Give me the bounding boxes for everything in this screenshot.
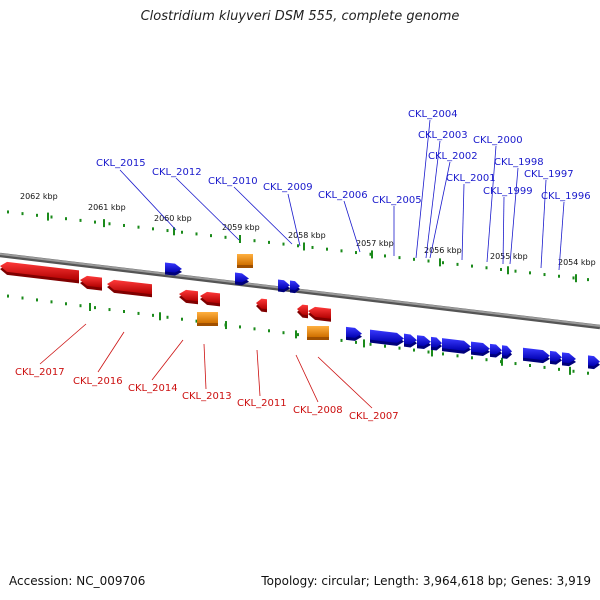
reverse-gene-label: CKL_2008: [293, 405, 343, 416]
leader-line: [415, 119, 431, 259]
leader-line: [343, 200, 361, 253]
leader-line: [317, 356, 373, 409]
leader-line: [540, 179, 547, 269]
forward-gene-arrow: [442, 338, 471, 351]
reverse-gene-label: CKL_2013: [182, 391, 232, 402]
leader-line: [461, 183, 465, 261]
reverse-gene-arrow: [256, 298, 267, 310]
forward-gene-arrow: [165, 262, 182, 273]
forward-gene-label: CKL_2006: [318, 190, 368, 201]
leader-line: [203, 343, 207, 390]
backbone-line: [0, 253, 600, 327]
scale-label: 2060 kbp: [154, 214, 192, 223]
accession-text: Accession: NC_009706: [9, 574, 146, 588]
reverse-gene-label: CKL_2016: [73, 376, 123, 387]
leader-line: [97, 331, 125, 373]
scale-label: 2057 kbp: [356, 239, 394, 248]
scale-label: 2062 kbp: [20, 192, 58, 201]
forward-gene-arrow: [523, 347, 550, 361]
forward-gene-arrow: [235, 272, 249, 283]
reverse-gene-arrow: [107, 279, 152, 295]
leader-line: [295, 354, 319, 403]
leader-line: [486, 145, 497, 263]
forward-gene-arrow: [550, 350, 562, 362]
reverse-gene-arrow: [80, 275, 102, 288]
reverse-gene-arrow: [308, 306, 331, 319]
forward-gene-label: CKL_1998: [494, 157, 544, 168]
rna-feature: [307, 326, 329, 337]
forward-gene-arrow: [346, 326, 362, 338]
forward-gene-arrow: [290, 280, 300, 291]
rna-feature: [237, 254, 253, 265]
forward-gene-arrow: [490, 343, 502, 355]
reverse-gene-arrow: [0, 261, 79, 281]
forward-gene-label: CKL_2002: [428, 151, 478, 162]
leader-line: [287, 193, 301, 247]
forward-gene-label: CKL_2001: [446, 173, 496, 184]
reverse-gene-label: CKL_2011: [237, 398, 287, 409]
forward-gene-arrow: [278, 279, 290, 290]
forward-gene-label: CKL_1997: [524, 169, 574, 180]
forward-gene-arrow: [471, 341, 490, 353]
reverse-gene-label: CKL_2014: [128, 383, 178, 394]
forward-gene-label: CKL_2009: [263, 182, 313, 193]
reverse-gene-arrow: [297, 304, 308, 316]
scale-label: 2058 kbp: [288, 231, 326, 240]
leader-line: [558, 201, 565, 271]
genome-info-text: Topology: circular; Length: 3,964,618 bp…: [261, 574, 591, 588]
scale-label: 2054 kbp: [558, 258, 596, 267]
forward-gene-label: CKL_2010: [208, 176, 258, 187]
forward-gene-arrow: [417, 335, 431, 347]
reverse-gene-label: CKL_2017: [15, 367, 65, 378]
forward-gene-label: CKL_2000: [473, 135, 523, 146]
leader-line: [39, 323, 87, 365]
forward-gene-arrow: [404, 333, 417, 345]
reverse-gene-arrow: [200, 291, 220, 304]
leader-line: [502, 196, 505, 265]
forward-gene-arrow: [370, 329, 404, 343]
reverse-gene-arrow: [179, 289, 198, 302]
reverse-gene-label: CKL_2007: [349, 411, 399, 422]
map-title: Clostridium kluyveri DSM 555, complete g…: [140, 9, 460, 24]
leader-line: [175, 177, 240, 241]
forward-gene-label: CKL_1999: [483, 186, 533, 197]
rna-feature: [197, 312, 218, 323]
scale-label: 2059 kbp: [222, 223, 260, 232]
forward-gene-label: CKL_2015: [96, 158, 146, 169]
forward-gene-label: CKL_2005: [372, 195, 422, 206]
forward-gene-arrow: [431, 336, 442, 348]
forward-gene-label: CKL_1996: [541, 191, 591, 202]
forward-gene-label: CKL_2012: [152, 167, 202, 178]
leader-line: [509, 167, 519, 265]
leader-line: [151, 339, 184, 381]
leader-line: [233, 186, 293, 245]
forward-gene-arrow: [562, 352, 576, 364]
scale-label: 2055 kbp: [490, 252, 528, 261]
forward-gene-label: CKL_2004: [408, 109, 458, 120]
forward-gene-label: CKL_2003: [418, 130, 468, 141]
scale-label: 2061 kbp: [88, 203, 126, 212]
leader-line: [425, 140, 441, 259]
leader-line: [429, 161, 451, 259]
scale-label: 2056 kbp: [424, 246, 462, 255]
leader-line: [256, 349, 261, 397]
forward-gene-arrow: [588, 355, 600, 367]
leader-line: [119, 169, 177, 231]
forward-gene-arrow: [502, 345, 512, 356]
